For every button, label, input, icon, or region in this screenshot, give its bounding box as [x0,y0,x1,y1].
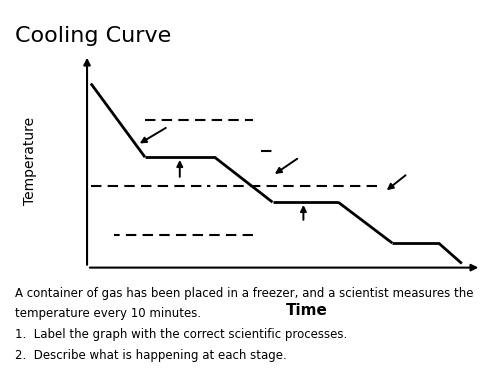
Text: temperature every 10 minutes.: temperature every 10 minutes. [15,308,201,321]
Text: Temperature: Temperature [23,117,37,206]
Text: Cooling Curve: Cooling Curve [15,26,171,46]
Text: 2.  Describe what is happening at each stage.: 2. Describe what is happening at each st… [15,349,287,362]
Text: A container of gas has been placed in a freezer, and a scientist measures the: A container of gas has been placed in a … [15,287,473,300]
Text: 1.  Label the graph with the correct scientific processes.: 1. Label the graph with the correct scie… [15,328,347,341]
Text: Time: Time [286,303,328,318]
